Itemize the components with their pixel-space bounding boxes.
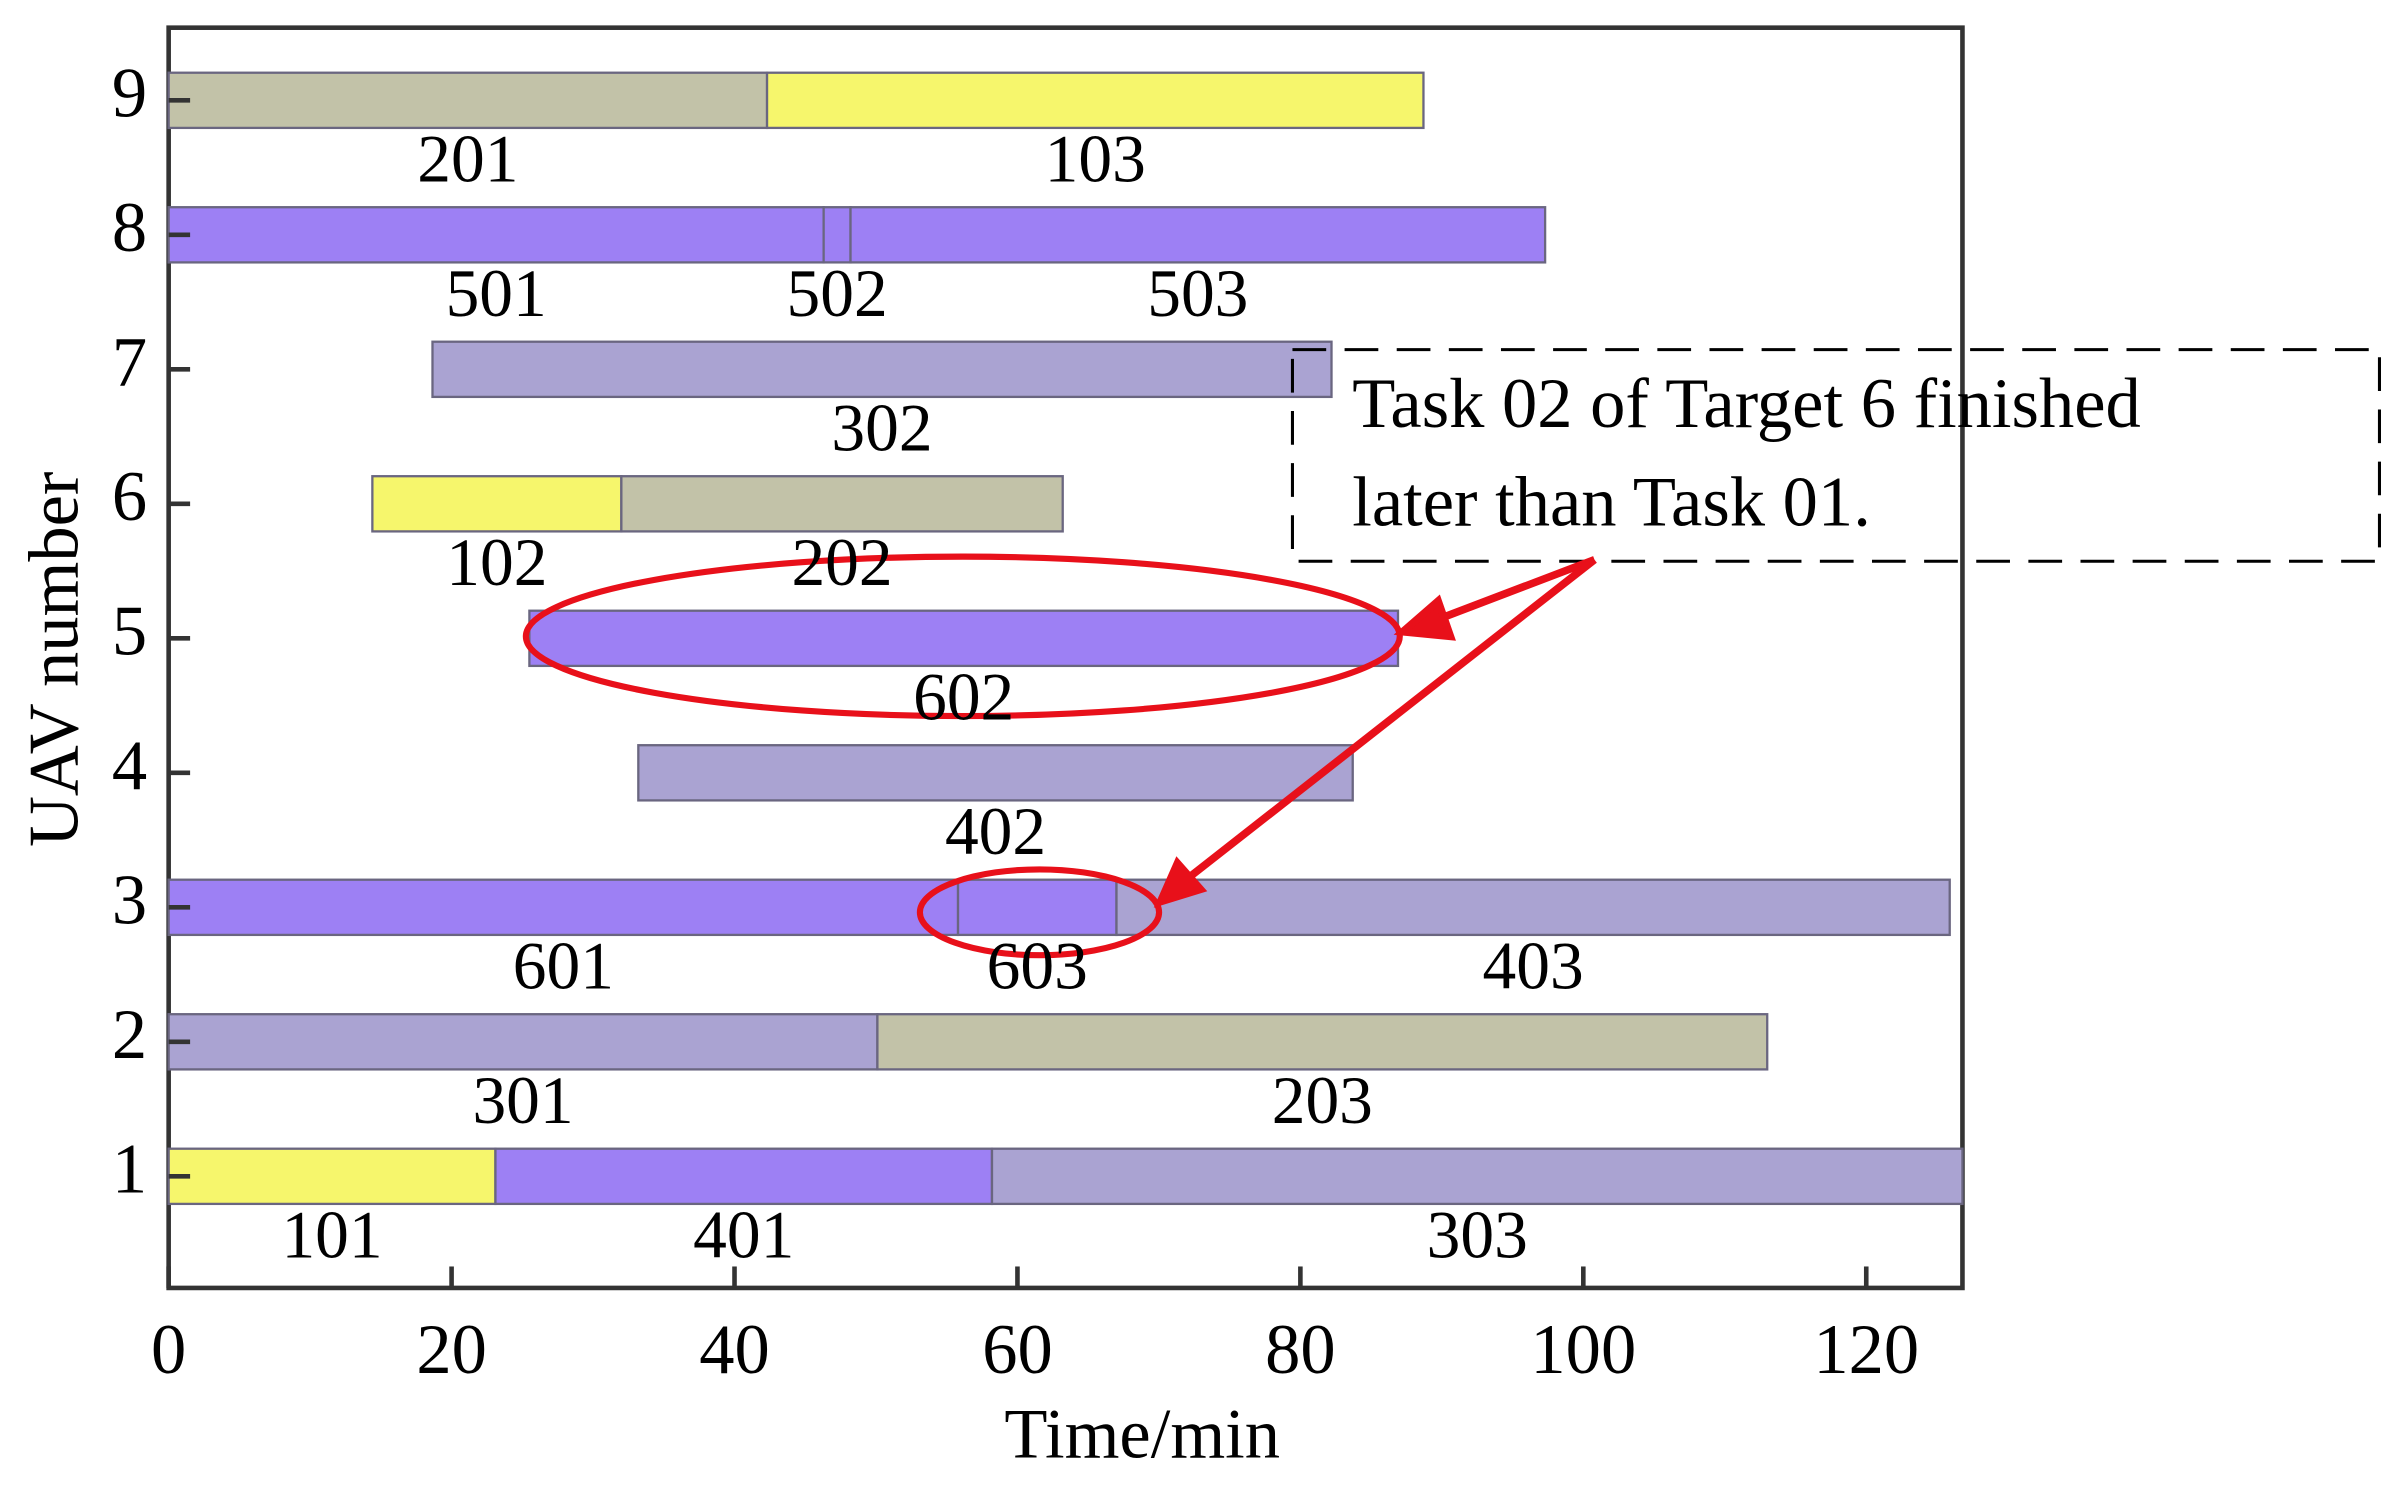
plot-frame xyxy=(166,25,1965,1291)
task-label: 503 xyxy=(1147,256,1248,331)
task-label: 602 xyxy=(913,660,1014,735)
task-bar xyxy=(431,340,1333,399)
task-label: 502 xyxy=(787,256,888,331)
task-label: 303 xyxy=(1427,1198,1528,1273)
task-label: 402 xyxy=(945,794,1046,869)
task-bar xyxy=(1115,878,1951,937)
task-label: 102 xyxy=(446,525,547,600)
task-label: 302 xyxy=(831,391,932,466)
arrow-head xyxy=(1153,856,1208,908)
task-bar xyxy=(822,206,852,264)
arrows xyxy=(1153,556,1597,908)
task-bar xyxy=(167,71,769,130)
task-bar xyxy=(371,475,623,533)
task-label: 103 xyxy=(1045,122,1146,197)
highlight-ellipse xyxy=(916,866,1163,959)
task-bar xyxy=(956,878,1118,937)
task-bar xyxy=(167,878,960,937)
y-tick-label: 3 xyxy=(112,861,147,939)
task-bar xyxy=(528,609,1400,668)
task-label: 301 xyxy=(472,1063,573,1138)
arrow-line xyxy=(1181,556,1597,885)
task-bar xyxy=(637,744,1354,802)
y-tick-label: 4 xyxy=(112,727,147,805)
task-label: 202 xyxy=(791,525,892,600)
task-bar xyxy=(990,1147,1964,1206)
x-axis-label: Time/min xyxy=(1004,1395,1280,1473)
y-tick-label: 6 xyxy=(112,458,147,536)
arrow-line xyxy=(1432,556,1596,625)
task-label: 501 xyxy=(446,256,547,331)
annotation-line: later than Task 01. xyxy=(1352,463,1871,541)
x-tick-label: 80 xyxy=(1265,1311,1336,1389)
task-bar xyxy=(494,1147,994,1206)
bars xyxy=(167,71,1964,1206)
task-bar xyxy=(167,206,825,264)
x-tick-label: 0 xyxy=(151,1311,186,1389)
task-bar xyxy=(167,1013,879,1071)
x-tick-label: 100 xyxy=(1530,1311,1636,1389)
annotation-box xyxy=(1290,348,2382,563)
arrow-head xyxy=(1393,594,1456,641)
y-tick-label: 8 xyxy=(112,189,147,267)
task-bar xyxy=(620,475,1064,533)
x-tick-label: 20 xyxy=(416,1311,487,1389)
task-label: 601 xyxy=(513,929,614,1004)
x-tick-label: 120 xyxy=(1813,1311,1919,1389)
y-tick-label: 9 xyxy=(112,54,147,132)
task-bar xyxy=(765,71,1425,130)
task-label: 101 xyxy=(281,1198,382,1273)
y-axis-label: UAV number xyxy=(16,472,94,847)
annotation-line: Task 02 of Target 6 finished xyxy=(1352,365,2141,443)
task-bar xyxy=(849,206,1547,264)
task-label: 201 xyxy=(417,122,518,197)
y-tick-label: 5 xyxy=(112,592,147,670)
y-tick-label: 1 xyxy=(112,1130,147,1208)
task-label: 603 xyxy=(987,929,1088,1004)
task-bar xyxy=(167,1147,497,1206)
x-tick-label: 60 xyxy=(982,1311,1053,1389)
task-label: 203 xyxy=(1272,1063,1373,1138)
x-tick-label: 40 xyxy=(699,1311,770,1389)
highlight-ellipse xyxy=(522,553,1403,720)
task-bar xyxy=(876,1013,1769,1071)
task-label: 403 xyxy=(1483,929,1584,1004)
y-tick-label: 7 xyxy=(112,323,147,401)
task-label: 401 xyxy=(693,1198,794,1273)
y-tick-label: 2 xyxy=(112,996,147,1074)
